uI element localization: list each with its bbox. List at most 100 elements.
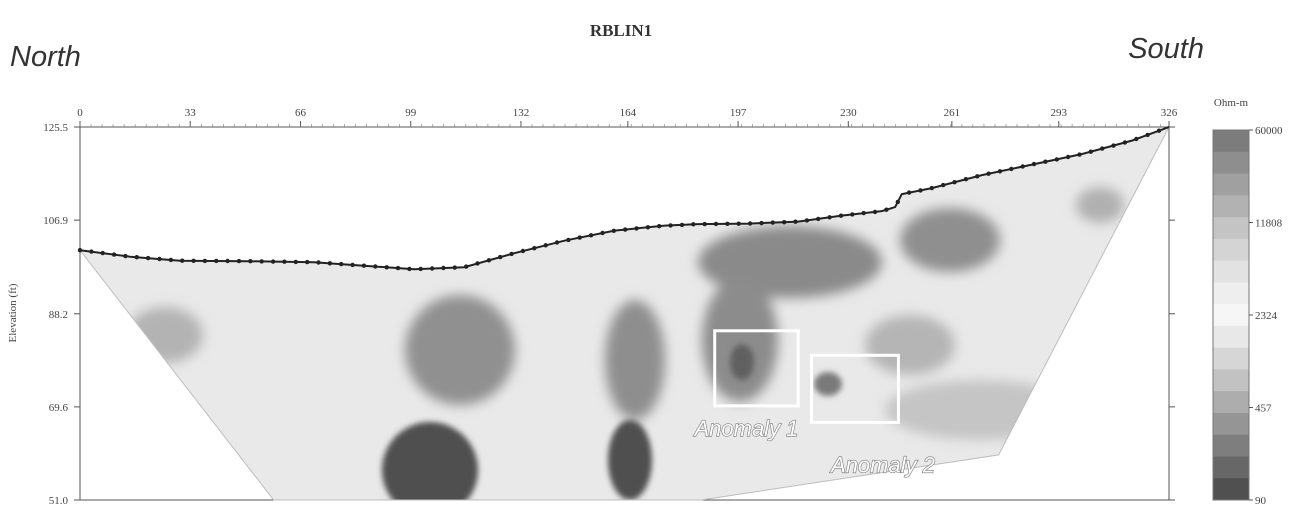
colorbar-swatch xyxy=(1213,195,1249,218)
surface-electrode-dot xyxy=(623,227,628,232)
surface-electrode-dot xyxy=(180,258,185,263)
colorbar-swatch xyxy=(1213,434,1249,457)
surface-electrode-dot xyxy=(1134,136,1139,142)
zone-upper-right xyxy=(900,208,1000,272)
low-resistivity-zones xyxy=(382,344,842,500)
zone-mid-lower xyxy=(702,278,778,402)
anomaly-label: Anomaly 1 xyxy=(692,416,798,441)
y-tick-label: 88.2 xyxy=(49,309,68,321)
y-tick-label: 106.9 xyxy=(43,215,68,227)
colorbar-swatch xyxy=(1213,151,1249,175)
surface-electrode-dot xyxy=(986,171,991,176)
surface-electrode-dot xyxy=(293,259,298,265)
x-tick-label: 197 xyxy=(730,107,747,119)
surface-electrode-dot xyxy=(111,252,117,257)
surface-electrode-dot xyxy=(1088,149,1094,154)
surface-electrode-dot xyxy=(1054,157,1060,162)
y-axis-ticks: 125.5 106.9 88.2 69.6 51.0 xyxy=(43,122,1175,507)
surface-electrode-dot xyxy=(316,260,321,265)
surface-electrode-dot xyxy=(861,210,866,216)
surface-electrode-dot xyxy=(225,258,230,264)
surface-electrode-dot xyxy=(236,258,242,264)
y-axis-label: Elevation (ft) xyxy=(7,283,19,342)
surface-electrode-dot xyxy=(1043,159,1048,164)
surface-electrode-dot xyxy=(816,216,821,222)
surface-electrode-dot xyxy=(600,230,605,236)
surface-electrode-dot xyxy=(123,253,128,259)
surface-electrode-dot xyxy=(657,224,662,229)
surface-electrode-dot xyxy=(770,220,775,225)
colorbar-swatch xyxy=(1213,369,1249,392)
surface-electrode-dot xyxy=(350,262,355,268)
surface-electrode-dot xyxy=(543,243,548,248)
colorbar-swatch xyxy=(1213,391,1249,414)
surface-electrode-dot xyxy=(498,254,503,260)
surface-electrode-dot xyxy=(1100,146,1105,151)
zone-right-lower xyxy=(865,315,955,375)
zone-center-right xyxy=(605,300,665,420)
surface-electrode-dot xyxy=(270,259,276,264)
surface-electrode-dot xyxy=(747,221,753,226)
surface-electrode-dot xyxy=(89,249,94,254)
x-tick-label: 132 xyxy=(513,107,530,119)
surface-electrode-dot xyxy=(339,261,344,267)
surface-electrode-dot xyxy=(361,263,367,268)
surface-electrode-dot xyxy=(191,258,196,263)
x-tick-label: 0 xyxy=(77,107,83,119)
surface-electrode-dot xyxy=(941,182,946,188)
colorbar-label: 457 xyxy=(1255,403,1272,415)
surface-electrode-dot xyxy=(259,259,264,264)
surface-electrode-dot xyxy=(634,226,639,231)
surface-electrode-dot xyxy=(645,225,651,230)
surface-electrode-dot xyxy=(384,265,389,270)
x-tick-label: 66 xyxy=(295,107,307,119)
surface-electrode-dot xyxy=(895,199,900,205)
surface-electrode-dot xyxy=(248,259,253,264)
surface-electrode-dot xyxy=(1077,152,1082,157)
colorbar-unit: Ohm-m xyxy=(1214,97,1249,109)
x-tick-label: 164 xyxy=(620,107,637,119)
x-tick-label: 99 xyxy=(405,107,417,119)
surface-profile-line xyxy=(79,126,1170,271)
surface-electrode-dot xyxy=(566,237,571,243)
surface-electrode-dot xyxy=(588,233,594,238)
surface-electrode-dot xyxy=(486,258,492,263)
surface-electrode-dot xyxy=(838,213,844,218)
zone-right-patch xyxy=(1076,187,1124,223)
surface-electrode-dot xyxy=(975,174,980,179)
x-tick-label: 326 xyxy=(1161,107,1178,119)
surface-electrode-dot xyxy=(782,220,787,225)
surface-electrode-dot xyxy=(1031,161,1037,167)
colorbar-swatch xyxy=(1213,173,1249,196)
surface-electrode-dot xyxy=(1145,132,1150,138)
surface-electrode-dot xyxy=(464,264,469,269)
surface-electrode-dot xyxy=(702,221,707,227)
surface-electrode-dot xyxy=(963,177,969,182)
surface-electrode-dot xyxy=(850,212,855,217)
surface-electrode-dot xyxy=(725,221,730,226)
surface-electrode-dot xyxy=(952,180,957,185)
surface-electrode-dot xyxy=(327,261,333,266)
surface-electrode-dot xyxy=(520,248,526,254)
x-tick-label: 230 xyxy=(840,107,857,119)
surface-electrode-dot xyxy=(532,246,537,251)
colorbar xyxy=(1212,129,1250,501)
surface-electrode-dot xyxy=(884,207,889,212)
surface-electrode-dot xyxy=(793,219,798,224)
colorbar-swatch xyxy=(1213,130,1249,153)
colorbar-label: 11808 xyxy=(1255,218,1283,230)
surface-electrode-dot xyxy=(77,248,83,253)
surface-electrode-dot xyxy=(282,259,287,264)
colorbar-labels: 60000 11808 2324 457 90 xyxy=(1249,125,1283,507)
surface-electrode-dot xyxy=(691,222,696,227)
surface-electrode-dot xyxy=(1009,166,1014,172)
x-tick-label: 33 xyxy=(185,107,197,119)
surface-electrode-dot xyxy=(918,188,923,193)
surface-electrode-dot xyxy=(1122,140,1128,145)
colorbar-swatch xyxy=(1213,260,1249,283)
surface-electrode-dot xyxy=(145,255,151,261)
zone-dark-bottom-left xyxy=(382,422,478,500)
surface-electrode-dot xyxy=(1111,143,1116,148)
surface-electrode-dot xyxy=(827,215,832,220)
